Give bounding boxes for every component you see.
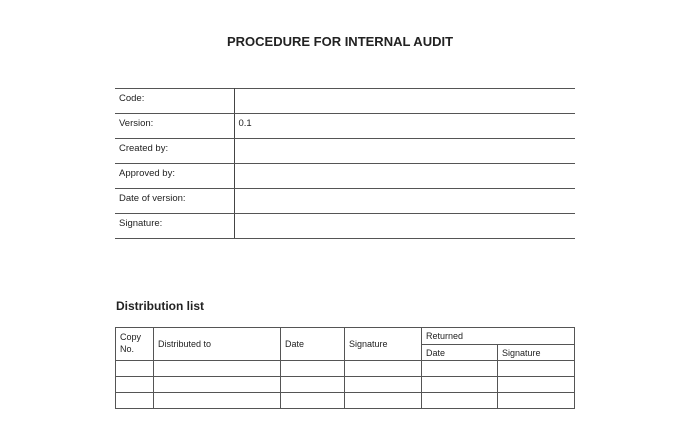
cell[interactable] bbox=[153, 376, 281, 393]
cell[interactable] bbox=[115, 392, 154, 409]
info-row: Code: bbox=[115, 88, 575, 114]
cell[interactable] bbox=[115, 376, 154, 393]
cell[interactable] bbox=[497, 360, 575, 377]
cell[interactable] bbox=[497, 376, 575, 393]
table-row bbox=[115, 376, 575, 393]
header-returned: Returned bbox=[421, 327, 575, 345]
info-row: Created by: bbox=[115, 138, 575, 164]
cell[interactable] bbox=[344, 376, 422, 393]
cell[interactable] bbox=[421, 392, 498, 409]
table-row bbox=[115, 392, 575, 409]
header-returned-signature: Signature bbox=[497, 344, 575, 361]
header-distributed-to: Distributed to bbox=[153, 327, 281, 361]
cell[interactable] bbox=[421, 360, 498, 377]
cell[interactable] bbox=[280, 376, 345, 393]
header-date: Date bbox=[280, 327, 345, 361]
info-value[interactable] bbox=[234, 163, 575, 189]
header-signature: Signature bbox=[344, 327, 422, 361]
cell[interactable] bbox=[421, 376, 498, 393]
info-label: Created by: bbox=[115, 138, 235, 164]
cell[interactable] bbox=[153, 392, 281, 409]
info-row: Signature: bbox=[115, 213, 575, 239]
info-label: Date of version: bbox=[115, 188, 235, 214]
info-label: Version: bbox=[115, 113, 235, 139]
cell[interactable] bbox=[115, 360, 154, 377]
info-label: Approved by: bbox=[115, 163, 235, 189]
info-value[interactable]: 0.1 bbox=[234, 113, 575, 139]
info-label: Signature: bbox=[115, 213, 235, 239]
cell[interactable] bbox=[280, 392, 345, 409]
info-value[interactable] bbox=[234, 88, 575, 114]
info-value[interactable] bbox=[234, 138, 575, 164]
cell[interactable] bbox=[497, 392, 575, 409]
cell[interactable] bbox=[344, 360, 422, 377]
distribution-heading: Distribution list bbox=[116, 299, 204, 313]
cell[interactable] bbox=[153, 360, 281, 377]
info-row: Version: 0.1 bbox=[115, 113, 575, 139]
cell[interactable] bbox=[280, 360, 345, 377]
distribution-table: Copy No. Distributed to Date Signature R… bbox=[115, 327, 575, 409]
cell[interactable] bbox=[344, 392, 422, 409]
table-row bbox=[115, 360, 575, 377]
document-title: PROCEDURE FOR INTERNAL AUDIT bbox=[226, 34, 454, 49]
info-value[interactable] bbox=[234, 213, 575, 239]
info-row: Date of version: bbox=[115, 188, 575, 214]
info-label: Code: bbox=[115, 88, 235, 114]
info-row: Approved by: bbox=[115, 163, 575, 189]
header-returned-date: Date bbox=[421, 344, 498, 361]
header-copy-no: Copy No. bbox=[115, 327, 154, 361]
document-info-table: Code: Version: 0.1 Created by: Approved by: D… bbox=[115, 88, 575, 239]
info-value[interactable] bbox=[234, 188, 575, 214]
